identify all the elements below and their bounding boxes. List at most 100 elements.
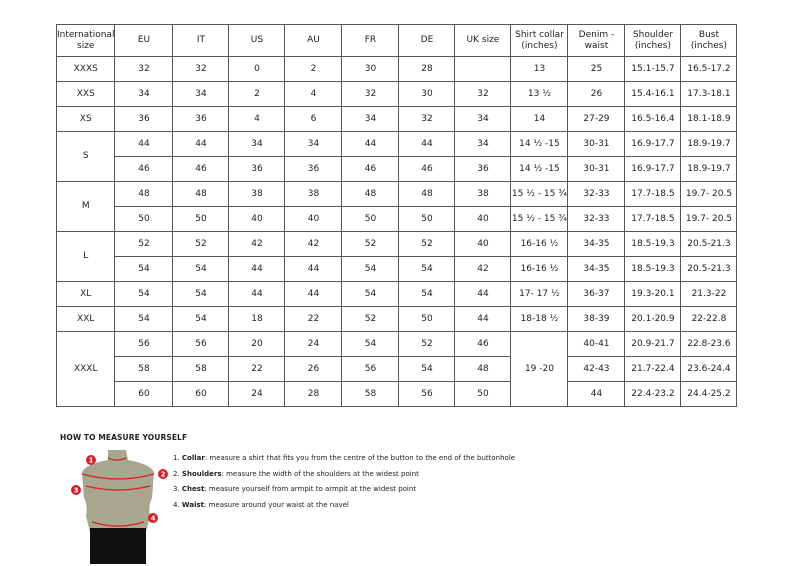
table-cell: 15 ½ - 15 ¾ bbox=[510, 206, 569, 232]
table-cell: 16.5-17.2 bbox=[680, 56, 738, 82]
table-row: XXXL 56 56 20 24 54 52 46 19 -20 40-41 20.9-21.7 22… bbox=[55, 331, 738, 407]
table-cell: 38 bbox=[228, 181, 286, 207]
table-cell: 54 bbox=[114, 306, 174, 332]
table-cell: 48 bbox=[454, 356, 512, 382]
table-cell: 14 ½ -15 bbox=[510, 156, 569, 182]
table-cell: 48 bbox=[114, 181, 174, 207]
table-row: 46 46 36 36 46 46 36 14 ½ -15 30-31 16.9-17.7 18.9… bbox=[57, 156, 738, 182]
table-cell: 22-22.8 bbox=[680, 306, 738, 332]
table-cell: 34 bbox=[172, 81, 230, 107]
table-row: XS 36 36 4 6 34 32 34 14 27-29 16.5-16.4 18.1-18.9 bbox=[55, 106, 738, 132]
table-cell: 42 bbox=[454, 256, 512, 282]
table-cell: 48 bbox=[398, 181, 456, 207]
table-cell: 18 bbox=[228, 306, 286, 332]
table-cell: 17.7-18.5 bbox=[624, 181, 682, 207]
torso-shape bbox=[82, 450, 154, 532]
column-header: FR bbox=[341, 24, 400, 57]
table-cell: 44 bbox=[228, 256, 286, 282]
table-cell: 2 bbox=[284, 56, 343, 82]
table-row: XXXS 32 32 0 2 30 28 13 25 15.1-15.7 16.5-17.2 bbox=[55, 56, 738, 82]
table-cell: 40 bbox=[454, 231, 512, 257]
table-cell: 56 bbox=[114, 331, 174, 357]
size-label: XXXS bbox=[55, 56, 116, 82]
table-row: XXS 34 34 2 4 32 30 32 13 ½ 26 15.4-16.1 17.3-18.1 bbox=[55, 81, 738, 107]
table-cell: 48 bbox=[341, 181, 400, 207]
table-cell: 26 bbox=[284, 356, 343, 382]
table-cell: 38 bbox=[454, 181, 512, 207]
table-cell: 34-35 bbox=[567, 256, 626, 282]
table-cell: 44 bbox=[567, 381, 626, 407]
table-cell: 19.7- 20.5 bbox=[680, 206, 738, 232]
table-cell: 32 bbox=[114, 56, 174, 82]
table-cell: 22.8-23.6 bbox=[680, 331, 738, 357]
table-cell: 54 bbox=[341, 281, 400, 307]
column-header: US bbox=[228, 24, 286, 57]
table-row: 60 60 24 28 58 56 50 44 22.4-23.2 24.4-25.2 bbox=[57, 381, 738, 407]
table-cell: 44 bbox=[454, 306, 512, 332]
table-cell: 21.3-22 bbox=[680, 281, 738, 307]
table-cell: 44 bbox=[172, 131, 230, 157]
table-cell: 40-41 bbox=[567, 331, 626, 357]
size-chart-table: International size EU IT US AU FR DE UK size Shi… bbox=[55, 24, 738, 407]
table-cell: 60 bbox=[172, 381, 230, 407]
table-cell: 58 bbox=[341, 381, 400, 407]
table-cell: 46 bbox=[398, 156, 456, 182]
table-cell: 50 bbox=[454, 381, 512, 407]
table-cell: 4 bbox=[284, 81, 343, 107]
size-label: L bbox=[55, 231, 116, 282]
table-cell: 24.4-25.2 bbox=[680, 381, 738, 407]
table-cell: 27-29 bbox=[567, 106, 626, 132]
table-cell: 26 bbox=[567, 81, 626, 107]
table-cell: 52 bbox=[398, 231, 456, 257]
table-cell: 44 bbox=[228, 281, 286, 307]
size-label: XXL bbox=[55, 306, 116, 332]
table-cell: 44 bbox=[341, 131, 400, 157]
table-cell: 32-33 bbox=[567, 181, 626, 207]
step-collar: 1. Collar: measure a shirt that fits you… bbox=[173, 454, 516, 462]
table-cell: 42 bbox=[284, 231, 343, 257]
table-cell: 58 bbox=[114, 356, 174, 382]
body-measure-figure: 1 2 3 4 bbox=[71, 450, 168, 564]
size-label: M bbox=[55, 181, 116, 232]
table-cell: 17- 17 ½ bbox=[510, 281, 569, 307]
table-cell: 19.7- 20.5 bbox=[680, 181, 738, 207]
table-cell: 34 bbox=[454, 106, 512, 132]
table-cell: 20.5-21.3 bbox=[680, 256, 738, 282]
table-row: M 48 48 38 38 48 48 38 15 ½ - 15 ¾ 32-33 17.7-18.5… bbox=[55, 181, 738, 232]
table-cell: 30-31 bbox=[567, 131, 626, 157]
table-row: 50 50 40 40 50 50 40 15 ½ - 15 ¾ 32-33 17.7-18.5 1… bbox=[57, 206, 738, 232]
column-header: UK size bbox=[454, 24, 512, 57]
table-cell: 54 bbox=[114, 256, 174, 282]
table-cell: 38 bbox=[284, 181, 343, 207]
svg-text:4: 4 bbox=[151, 515, 156, 523]
table-cell: 30-31 bbox=[567, 156, 626, 182]
table-cell: 22 bbox=[228, 356, 286, 382]
table-cell: 52 bbox=[341, 231, 400, 257]
table-cell: 20.1-20.9 bbox=[624, 306, 682, 332]
table-cell: 15.4-16.1 bbox=[624, 81, 682, 107]
table-cell: 34 bbox=[228, 131, 286, 157]
table-cell: 54 bbox=[172, 256, 230, 282]
table-cell: 16-16 ½ bbox=[510, 231, 569, 257]
table-cell: 0 bbox=[228, 56, 286, 82]
table-cell: 16.9-17.7 bbox=[624, 156, 682, 182]
table-cell: 18.9-19.7 bbox=[680, 156, 738, 182]
table-cell: 54 bbox=[341, 256, 400, 282]
table-cell: 16.5-16.4 bbox=[624, 106, 682, 132]
table-cell: 32 bbox=[341, 81, 400, 107]
table-cell: 15.1-15.7 bbox=[624, 56, 682, 82]
table-cell: 36 bbox=[114, 106, 174, 132]
table-cell: 18.9-19.7 bbox=[680, 131, 738, 157]
table-cell: 22 bbox=[284, 306, 343, 332]
table-row: XL 54 54 44 44 54 54 44 17- 17 ½ 36-37 19.3-20.1 21… bbox=[55, 281, 738, 307]
table-cell: 60 bbox=[114, 381, 174, 407]
table-cell: 32 bbox=[172, 56, 230, 82]
table-cell: 34 bbox=[114, 81, 174, 107]
size-label: S bbox=[55, 131, 116, 182]
marker-2-icon bbox=[158, 469, 168, 479]
table-cell: 34-35 bbox=[567, 231, 626, 257]
size-label: XXXL bbox=[55, 331, 116, 407]
table-cell: 44 bbox=[114, 131, 174, 157]
table-cell: 44 bbox=[398, 131, 456, 157]
table-cell: 40 bbox=[454, 206, 512, 232]
